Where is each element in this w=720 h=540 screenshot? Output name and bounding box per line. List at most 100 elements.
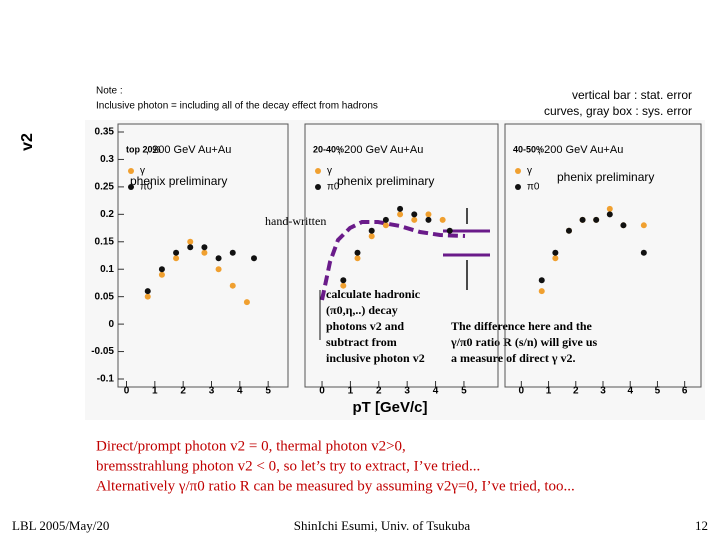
y-tick-label: 0.3 — [100, 154, 114, 165]
x-tick-label: 5 — [655, 386, 661, 397]
data-point — [439, 216, 446, 223]
footer-center: ShinIchi Esumi, Univ. of Tsukuba — [294, 518, 471, 533]
data-point — [397, 211, 404, 218]
legend-marker — [128, 168, 134, 174]
data-point — [201, 244, 208, 251]
data-point — [158, 266, 165, 273]
data-point — [144, 288, 151, 295]
x-tick-label: 1 — [152, 386, 158, 397]
data-point — [354, 249, 361, 256]
data-point — [411, 211, 418, 218]
data-point — [593, 216, 600, 223]
legend-label: γ — [327, 166, 332, 177]
panel-title: top 20% — [126, 144, 161, 154]
data-point — [201, 249, 208, 256]
difference-note: γ/π0 ratio R (s/n) will give us — [450, 335, 598, 349]
y-tick-label: 0.05 — [95, 291, 115, 302]
data-point — [382, 216, 389, 223]
x-tick-label: 4 — [433, 386, 439, 397]
data-point — [340, 277, 347, 284]
data-point — [187, 238, 194, 245]
data-point — [425, 216, 432, 223]
data-point — [538, 277, 545, 284]
panel-annotation: phenix preliminary — [130, 174, 227, 188]
data-point — [382, 222, 389, 229]
handwritten-curve — [320, 220, 466, 301]
x-tick-label: 1 — [348, 386, 354, 397]
y-tick-label: 0 — [108, 319, 114, 330]
data-point — [640, 222, 647, 229]
x-tick-label: 0 — [124, 386, 130, 397]
x-tick-label: 3 — [209, 386, 215, 397]
y-tick-label: -0.05 — [91, 346, 114, 357]
data-point — [215, 255, 222, 262]
panel-subtitle: , 200 GeV Au+Au — [338, 144, 423, 156]
handwritten-label: hand-written — [265, 214, 326, 228]
difference-note: a measure of direct γ v2. — [451, 351, 575, 365]
data-point — [173, 249, 180, 256]
data-point — [340, 282, 347, 289]
data-point — [579, 216, 586, 223]
x-tick-label: 4 — [627, 386, 633, 397]
figure-background — [85, 120, 705, 420]
body-text: Alternatively γ/π0 ratio R can be measur… — [96, 478, 575, 494]
y-tick-label: 0.25 — [95, 182, 115, 193]
x-tick-label: 2 — [180, 386, 186, 397]
legend-label: π0 — [527, 182, 540, 193]
x-axis-label: pT [GeV/c] — [352, 399, 427, 416]
hadronic-note: subtract from — [326, 335, 397, 349]
x-tick-label: 1 — [546, 386, 552, 397]
x-tick-label: 0 — [319, 386, 325, 397]
panel-annotation: phenix preliminary — [337, 174, 434, 188]
data-point — [368, 233, 375, 240]
legend-marker — [128, 184, 134, 190]
error-note: curves, gray box : sys. error — [544, 104, 692, 118]
difference-note: The difference here and the — [451, 319, 593, 333]
panel-title: 20-40% — [313, 144, 344, 154]
plot-frame — [304, 123, 499, 388]
x-tick-label: 0 — [519, 386, 525, 397]
body-text: Direct/prompt photon v2 = 0, thermal pho… — [96, 438, 406, 454]
data-point — [354, 255, 361, 262]
x-tick-label: 2 — [573, 386, 579, 397]
data-point — [538, 288, 545, 295]
data-point — [251, 255, 257, 262]
data-point — [552, 255, 559, 262]
x-tick-label: 5 — [265, 386, 271, 397]
hadronic-note: (π0,η,..) decay — [326, 303, 398, 317]
hadronic-note: calculate hadronic — [326, 287, 421, 301]
data-point — [397, 205, 404, 212]
hadronic-note: photons v2 and — [326, 319, 404, 333]
y-axis-label: v2 — [19, 133, 36, 151]
x-tick-label: 2 — [376, 386, 382, 397]
data-point — [552, 249, 559, 256]
legend-marker — [315, 168, 321, 174]
x-tick-label: 3 — [600, 386, 606, 397]
data-point — [243, 299, 250, 306]
legend-marker — [515, 168, 521, 174]
footer-left: LBL 2005/May/20 — [12, 518, 109, 533]
data-point — [158, 271, 165, 278]
x-tick-label: 5 — [461, 386, 467, 397]
data-point — [173, 255, 180, 262]
legend-label: π0 — [327, 182, 340, 193]
x-tick-label: 4 — [237, 386, 243, 397]
data-point — [229, 249, 236, 256]
y-tick-label: 0.35 — [95, 127, 115, 138]
panel-subtitle: , 200 GeV Au+Au — [146, 144, 231, 156]
legend-label: π0 — [140, 182, 153, 193]
data-point — [620, 222, 627, 229]
data-point — [144, 293, 151, 300]
data-point — [565, 227, 572, 234]
data-point — [606, 211, 613, 218]
legend-marker — [515, 184, 521, 190]
data-point — [640, 249, 647, 256]
body-text: bremsstrahlung photon v2 < 0, so let’s t… — [96, 458, 480, 474]
x-tick-label: 3 — [404, 386, 410, 397]
footer-right: 12 — [695, 518, 708, 533]
plot-frame — [117, 123, 289, 388]
data-point — [215, 266, 222, 273]
hadronic-note: inclusive photon v2 — [326, 351, 425, 365]
data-point — [446, 227, 453, 234]
panel-annotation: phenix preliminary — [557, 170, 654, 184]
